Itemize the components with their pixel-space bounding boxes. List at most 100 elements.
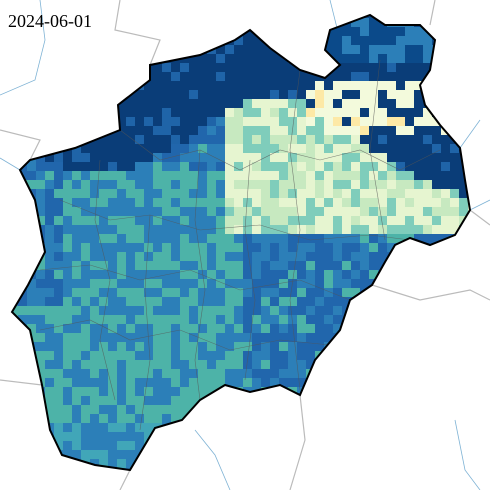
raster-cell [360,153,369,162]
raster-cell [27,81,36,90]
raster-cell [0,72,9,81]
raster-cell [441,441,450,450]
raster-cell [18,333,27,342]
raster-cell [135,468,144,470]
raster-cell [126,351,135,360]
raster-cell [342,0,351,9]
raster-cell [162,234,171,243]
raster-cell [180,333,189,342]
raster-cell [297,279,306,288]
raster-cell [315,279,324,288]
raster-cell [234,405,243,414]
raster-cell [279,36,288,45]
raster-cell [360,333,369,342]
raster-cell [297,234,306,243]
raster-cell [414,477,423,486]
raster-cell [54,252,63,261]
raster-cell [288,198,297,207]
raster-cell [108,360,117,369]
raster-cell [342,72,351,81]
raster-cell [396,144,405,153]
raster-cell [396,162,405,171]
raster-cell [108,288,117,297]
raster-cell [135,225,144,234]
raster-cell [252,477,261,486]
raster-cell [99,135,108,144]
raster-cell [99,36,108,45]
raster-cell [324,252,333,261]
raster-cell [171,117,180,126]
raster-cell [297,342,306,351]
raster-cell [279,198,288,207]
raster-cell [342,333,351,342]
raster-cell [297,324,306,333]
raster-cell [414,153,423,162]
raster-cell [162,135,171,144]
raster-cell [387,36,396,45]
raster-cell [18,216,27,225]
raster-cell [144,459,153,468]
raster-cell [414,378,423,387]
raster-cell [297,306,306,315]
raster-cell [396,333,405,342]
raster-cell [252,243,261,252]
raster-cell [459,126,468,135]
raster-cell [225,360,234,369]
raster-cell [351,171,360,180]
raster-cell [477,0,486,9]
raster-cell [315,63,324,72]
raster-cell [54,198,63,207]
raster-cell [423,153,432,162]
raster-cell [9,477,18,486]
raster-cell [117,369,126,378]
raster-cell [468,135,470,144]
raster-cell [477,270,486,279]
raster-cell [279,99,288,108]
raster-cell [12,261,18,270]
raster-cell [261,189,270,198]
raster-cell [486,162,490,171]
raster-cell [369,297,378,306]
raster-cell [468,117,470,126]
raster-cell [441,117,450,126]
raster-cell [144,72,153,81]
raster-cell [171,423,180,432]
raster-cell [297,414,306,423]
raster-cell [387,0,396,9]
raster-cell [54,360,63,369]
raster-cell [180,315,189,324]
raster-cell [171,45,180,54]
raster-cell [405,27,414,36]
raster-cell [261,72,270,81]
river [459,119,481,149]
raster-cell [288,207,297,216]
raster-cell [486,279,490,288]
raster-cell [45,63,54,72]
raster-cell [333,243,342,252]
raster-cell [477,396,486,405]
raster-cell [108,252,117,261]
raster-cell [306,243,315,252]
raster-cell [144,135,153,144]
raster-cell [396,117,405,126]
raster-cell [432,72,441,81]
raster-cell [378,126,387,135]
raster-cell [432,333,441,342]
raster-cell [135,477,144,486]
raster-cell [252,126,261,135]
raster-cell [162,477,171,486]
raster-cell [252,423,261,432]
raster-cell [63,477,72,486]
raster-cell [441,45,450,54]
raster-cell [342,189,351,198]
raster-cell [288,441,297,450]
raster-cell [468,81,470,90]
raster-cell [459,99,468,108]
raster-cell [90,360,99,369]
raster-cell [234,153,243,162]
raster-cell [297,108,306,117]
raster-cell [486,486,490,490]
raster-cell [126,252,135,261]
raster-cell [432,315,441,324]
raster-cell [207,270,216,279]
